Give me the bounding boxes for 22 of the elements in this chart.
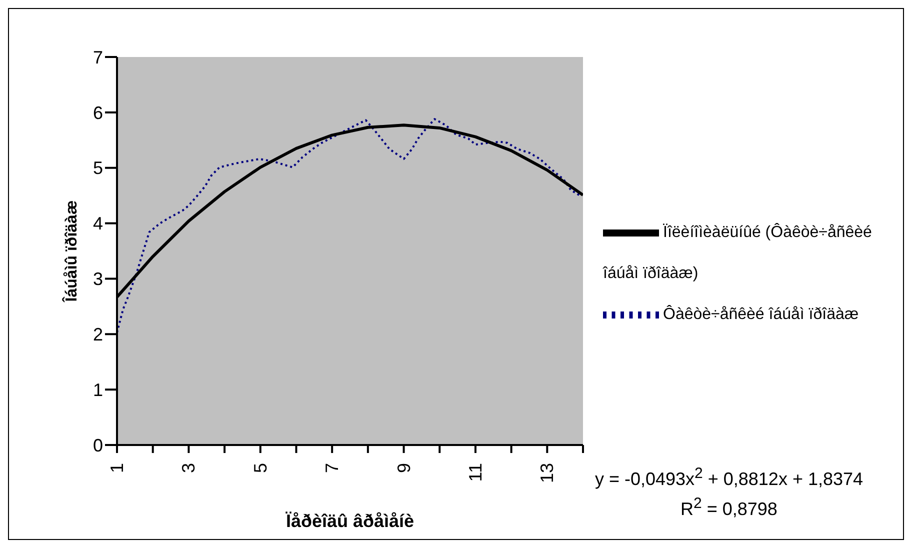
y-tick-label: 7	[92, 47, 103, 68]
text: R$^{2}$ = 0,8798	[680, 495, 778, 520]
x-tick-label: 11	[465, 463, 486, 482]
x-tick-label: 9	[394, 463, 414, 474]
text: y = -0,0493x$^{2}$ + 0,8812x + 1,8374	[594, 465, 864, 490]
x-tick-label: 7	[322, 463, 342, 474]
y-tick-label: 5	[92, 158, 103, 178]
y-tick-label: 3	[92, 269, 103, 290]
y-axis-title: Îáúåìû ïðîäàæ	[62, 200, 81, 303]
y-tick-label: 1	[92, 380, 103, 400]
x-tick-label: 5	[250, 463, 270, 474]
x-axis-title: Ïåðèîäû âðåìåíè	[284, 511, 414, 531]
y-tick-label: 6	[92, 102, 103, 123]
line-series	[117, 118, 582, 334]
y-tick-label: 4	[92, 214, 103, 234]
text: Ïîëèíîìèàëüíûé (Ôàêòè÷åñêèé îáúåì ïðîäàæ)	[603, 224, 872, 282]
x-tick-label: 1	[107, 463, 127, 474]
x-tick-label: 3	[178, 463, 199, 474]
x-tick-label: 13	[537, 463, 558, 484]
legend-label: Ôàêòè÷åñêèé îáúåì ïðîäàæ	[663, 306, 859, 324]
y-tick-label: 0	[92, 435, 103, 456]
y-tick-label: 2	[92, 324, 103, 345]
